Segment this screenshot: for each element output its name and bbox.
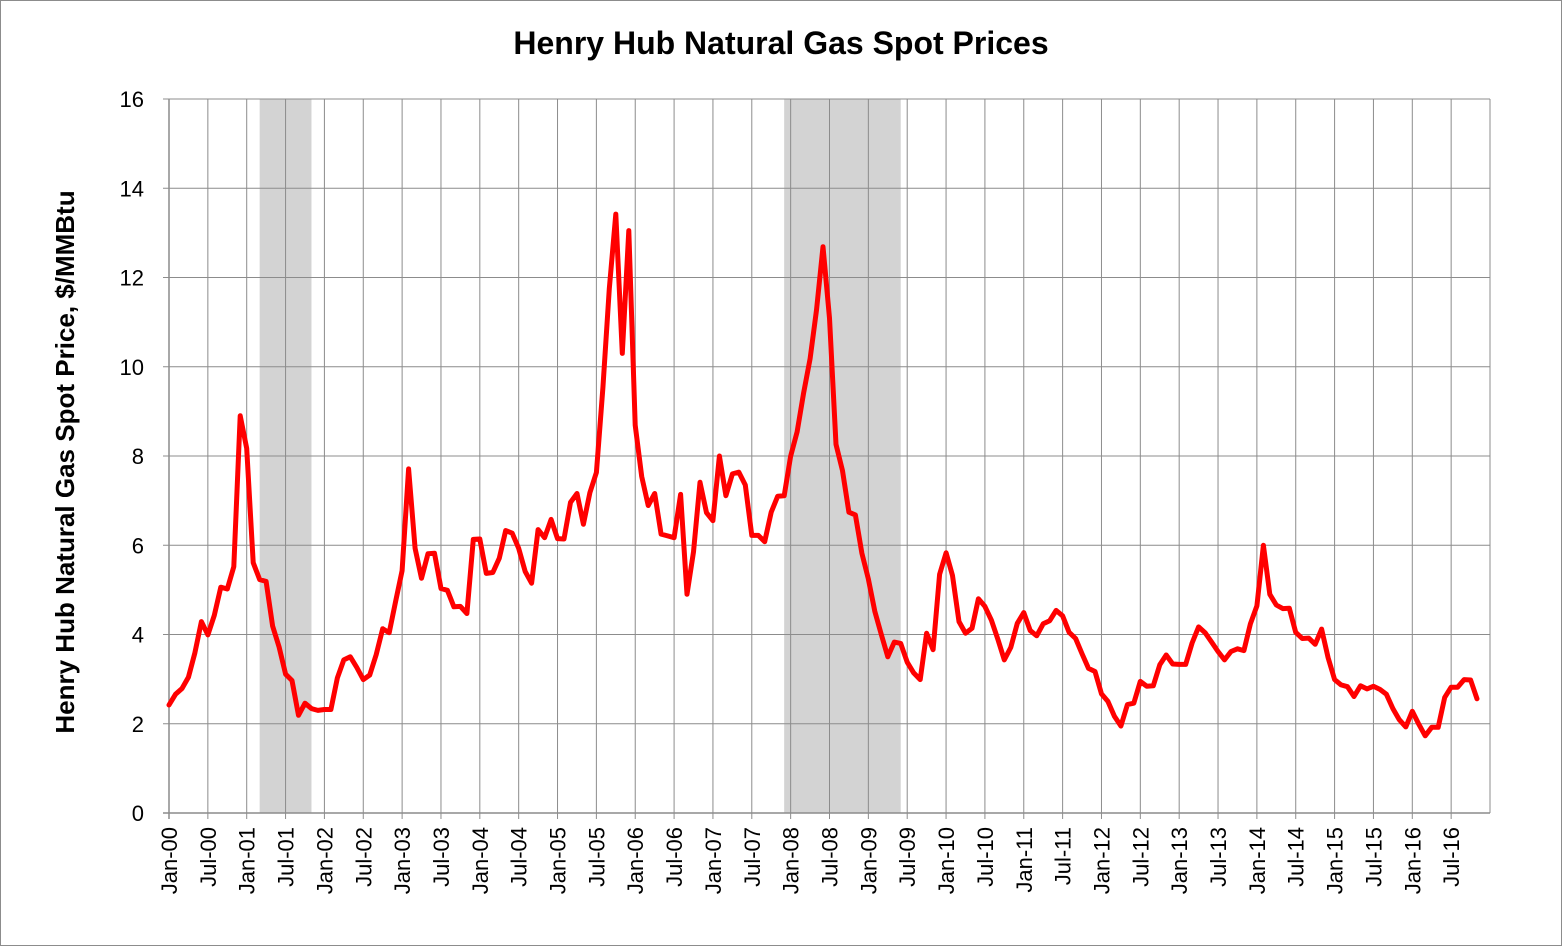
price-line [166,211,1480,739]
x-tick-label: Jul-16 [1439,827,1464,887]
x-tick-label: Jul-13 [1206,827,1231,887]
x-tick-label: Jan-04 [468,827,493,894]
x-tick-label: Jul-07 [740,827,765,887]
x-tick-label: Jan-01 [235,827,260,894]
x-tick-label: Jan-13 [1167,827,1192,894]
x-tick-label: Jul-00 [196,827,221,887]
y-tick-label: 14 [120,176,144,201]
y-tick-label: 6 [132,533,144,558]
x-tick-label: Jul-09 [895,827,920,887]
price-series [166,211,1480,739]
y-axis-ticks: 0 2 4 6 8 10 12 14 16 [120,87,169,826]
x-tick-label: Jul-01 [274,827,299,887]
x-tick-label: Jan-03 [390,827,415,894]
y-tick-label: 16 [120,87,144,112]
x-tick-label: Jan-07 [701,827,726,894]
x-tick-label: Jul-06 [662,827,687,887]
x-tick-label: Jan-09 [856,827,881,894]
y-tick-label: 8 [132,444,144,469]
x-tick-label: Jul-15 [1361,827,1386,887]
x-tick-label: Jan-00 [157,827,182,894]
x-tick-label: Jan-12 [1089,827,1114,894]
x-tick-label: Jan-16 [1400,827,1425,894]
x-tick-label: Jan-14 [1245,827,1270,894]
y-tick-label: 12 [120,266,144,291]
x-tick-label: Jan-15 [1323,827,1348,894]
x-tick-label: Jan-05 [546,827,571,894]
x-axis-ticks: Jan-00 Jul-00 Jan-01 Jul-01 Jan-02 Jul-02 Jan-… [157,813,1464,894]
x-tick-label: Jan-10 [934,827,959,894]
y-axis-label: Henry Hub Natural Gas Spot Price, $/MMBt… [50,190,80,733]
x-tick-label: Jul-12 [1128,827,1153,887]
x-tick-label: Jul-11 [1051,827,1076,885]
x-tick-label: Jan-08 [779,827,804,894]
x-tick-label: Jan-02 [312,827,337,894]
x-tick-label: Jul-14 [1284,827,1309,887]
y-tick-label: 10 [120,355,144,380]
x-tick-label: Jul-08 [818,827,843,887]
y-tick-label: 4 [132,623,144,648]
x-tick-label: Jul-02 [351,827,376,887]
y-tick-label: 2 [132,712,144,737]
y-tick-label: 0 [132,801,144,826]
x-tick-label: Jul-04 [507,827,532,887]
x-tick-label: Jul-10 [973,827,998,887]
x-tick-label: Jul-03 [429,827,454,887]
chart-title: Henry Hub Natural Gas Spot Prices [513,25,1048,61]
x-tick-label: Jan-06 [623,827,648,894]
x-tick-label: Jul-05 [584,827,609,887]
x-tick-label: Jan-11 [1012,827,1037,893]
